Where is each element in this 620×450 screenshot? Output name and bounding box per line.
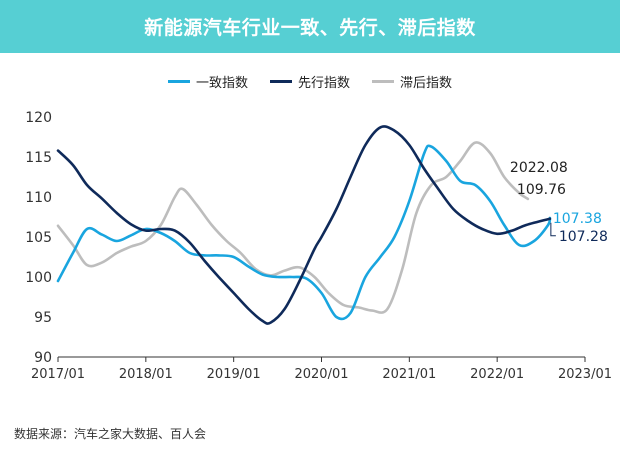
legend-label-leading: 先行指数 (297, 76, 350, 91)
series-line-leading (56, 125, 552, 325)
chart-title: 新能源汽车行业一致、先行、滞后指数 (0, 0, 620, 53)
legend-item-coincident: 一致指数 (167, 72, 248, 91)
legend-swatch-coincident (167, 80, 190, 83)
x-tick-label: 2017/01 (31, 367, 85, 382)
y-tick-label: 95 (34, 310, 52, 326)
x-tick-label: 2022/01 (470, 367, 524, 382)
x-tick-label: 2019/01 (207, 367, 261, 382)
y-tick-label: 120 (25, 110, 52, 126)
annotation-lagging-value: 109.76 (517, 182, 566, 198)
legend-label-lagging: 滞后指数 (400, 76, 453, 91)
x-tick-label: 2023/01 (558, 367, 612, 382)
legend-swatch-leading (269, 80, 292, 83)
annotation-leading-value: 107.28 (559, 229, 608, 245)
y-tick-label: 100 (25, 270, 52, 286)
line-chart: 90 95 100 105 110 115 120 2017/01 2018/01 2019/01… (25, 110, 612, 382)
y-tick-label: 110 (25, 190, 52, 206)
annotation-coincident-value: 107.38 (553, 211, 602, 227)
x-tick-label: 2020/01 (294, 367, 348, 382)
legend-item-leading: 先行指数 (269, 72, 350, 91)
y-tick-label: 105 (25, 230, 52, 246)
annotation-leader-line (550, 222, 556, 237)
series-line-coincident (56, 144, 552, 321)
data-source-note: 数据来源：汽车之家大数据、百人会 (14, 427, 207, 441)
annotation-date: 2022.08 (510, 160, 568, 176)
y-tick-label: 90 (34, 350, 52, 366)
legend-swatch-lagging (372, 80, 394, 83)
series-line-lagging (56, 141, 530, 314)
y-tick-label: 115 (25, 150, 52, 166)
legend: 一致指数 先行指数 滞后指数 (0, 72, 620, 91)
x-tick-label: 2021/01 (382, 367, 436, 382)
legend-label-coincident: 一致指数 (195, 76, 248, 91)
legend-item-lagging: 滞后指数 (372, 72, 452, 91)
x-tick-label: 2018/01 (119, 367, 173, 382)
